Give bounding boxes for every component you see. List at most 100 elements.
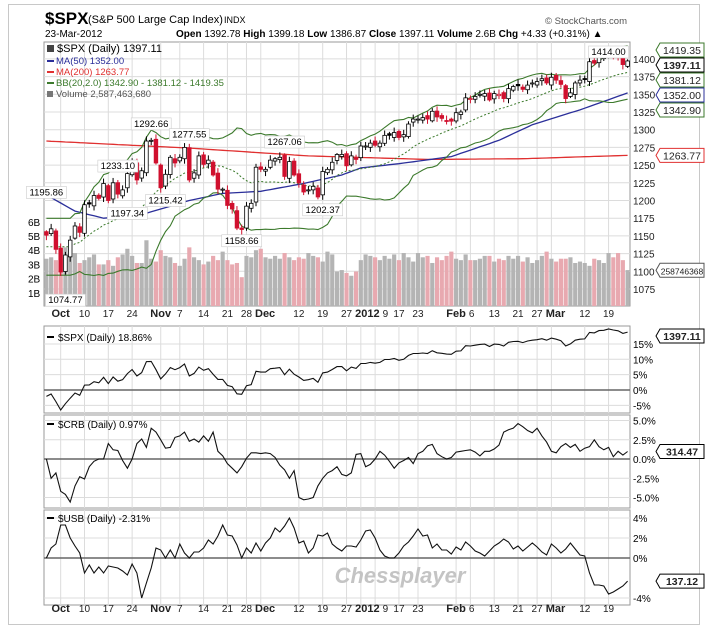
volume-bar xyxy=(292,260,297,306)
svg-text:Open 1392.78 High 1399.18 Low: Open 1392.78 High 1399.18 Low 1386.87 Cl… xyxy=(176,29,603,40)
value-box-volume xyxy=(655,262,705,278)
volume-bar xyxy=(225,260,230,306)
value-label-ma200: 1263.77 xyxy=(663,150,701,162)
volume-bar xyxy=(492,261,497,306)
symbol-title: $SPX xyxy=(45,9,89,28)
volume-bar xyxy=(411,261,416,306)
volume-bar xyxy=(430,262,435,306)
candle-body xyxy=(172,158,178,164)
candle-body xyxy=(506,88,511,100)
volume-bar xyxy=(487,255,492,306)
candle-body xyxy=(520,86,526,90)
volume-bar xyxy=(287,257,292,306)
date-tick-label: 12 xyxy=(293,309,305,320)
candle-body xyxy=(401,134,406,138)
annotation-box xyxy=(26,186,67,199)
volume-bar xyxy=(315,257,321,306)
volume-bar xyxy=(382,255,387,306)
candle-body xyxy=(573,82,578,95)
volume-bar xyxy=(577,261,583,306)
annotation-label: 1292.66 xyxy=(134,119,168,130)
volume-bar xyxy=(187,247,192,306)
lower-panels xyxy=(44,328,630,599)
candle-body xyxy=(391,132,397,138)
candle-body xyxy=(453,112,459,122)
volume-bar xyxy=(501,260,506,306)
candle-body xyxy=(296,173,302,184)
pct-tick-label: -5% xyxy=(633,401,651,412)
date-tick-label: 10 xyxy=(79,604,91,615)
candle-body xyxy=(234,210,240,229)
volume-bar xyxy=(468,260,473,306)
legend-usb: $USB (Daily) -2.31% xyxy=(58,514,150,525)
stockcharts-brand[interactable]: © StockCharts.com xyxy=(545,16,627,27)
date-tick-label: 28 xyxy=(241,309,253,320)
candle-body xyxy=(106,185,111,201)
price-tick-label: 1350 xyxy=(633,90,656,101)
volume-bar xyxy=(282,253,287,306)
pct-tick-label: 10% xyxy=(633,355,653,366)
volume-bar xyxy=(392,254,397,306)
candle-body xyxy=(191,172,197,179)
volume-bar xyxy=(272,255,278,306)
volume-bar xyxy=(158,250,163,306)
price-tick-label: 1150 xyxy=(633,232,655,243)
volume-bar xyxy=(525,257,530,306)
volume-bar xyxy=(515,255,521,306)
date-tick-label: 19 xyxy=(317,309,329,320)
open-value: 1392.78 xyxy=(204,29,241,40)
annotation-label: 1277.55 xyxy=(172,130,206,141)
volume-bar xyxy=(244,255,249,306)
value-label-bb_lower: 1342.90 xyxy=(663,105,701,117)
candle-body xyxy=(301,184,306,193)
volume-bar xyxy=(211,255,216,306)
candle-body xyxy=(306,189,311,192)
volume-bar xyxy=(339,270,344,306)
candle-body xyxy=(525,84,530,91)
candle-body xyxy=(72,225,78,239)
exchange-label: INDX xyxy=(224,15,246,25)
date-tick-label: 7 xyxy=(177,604,183,615)
date-tick-label: 9 xyxy=(383,309,389,320)
date-tick-label: 24 xyxy=(127,604,139,615)
volume-bar xyxy=(334,271,340,306)
value-box-close xyxy=(655,57,705,73)
volume-bar xyxy=(149,258,154,306)
panel-2-line xyxy=(45,422,628,504)
volume-bar xyxy=(406,257,411,306)
volume-bar xyxy=(596,260,602,306)
price-tick-label: 1300 xyxy=(633,126,656,137)
volume-bar xyxy=(249,257,254,306)
date-tick-label: 2012 xyxy=(355,308,379,320)
candle-body xyxy=(472,96,478,100)
candle-body xyxy=(387,133,392,136)
open-label: Open xyxy=(176,29,202,40)
date-tick-label: 27 xyxy=(341,604,353,615)
volume-bar xyxy=(101,264,106,306)
volume-bar xyxy=(134,262,139,306)
candle-body xyxy=(139,170,144,179)
value-box-bb_upper xyxy=(655,42,705,58)
date-tick-label: Dec xyxy=(255,308,275,320)
volume-bar xyxy=(535,260,540,306)
date-tick-label: 17 xyxy=(393,604,405,615)
volume-bar xyxy=(120,254,125,306)
volume-bar xyxy=(439,260,444,306)
annotation-label: 1233.10 xyxy=(101,161,135,172)
volume-bar xyxy=(549,258,554,306)
volume-bar xyxy=(520,261,525,306)
candle-body xyxy=(349,155,354,166)
date-tick-label: 21 xyxy=(222,604,234,615)
candle-body xyxy=(339,154,344,157)
annotation-box xyxy=(169,128,210,141)
volume-bar xyxy=(477,258,483,306)
volume-bar xyxy=(253,250,259,306)
pct-tick-label: -4% xyxy=(633,594,651,605)
candle-body xyxy=(501,92,506,99)
candle-body xyxy=(587,61,592,82)
candle-body xyxy=(568,92,573,97)
date-tick-label: 27 xyxy=(532,309,544,320)
candle-body xyxy=(320,171,325,196)
candle-body xyxy=(415,118,421,121)
volume-bar xyxy=(177,265,182,306)
